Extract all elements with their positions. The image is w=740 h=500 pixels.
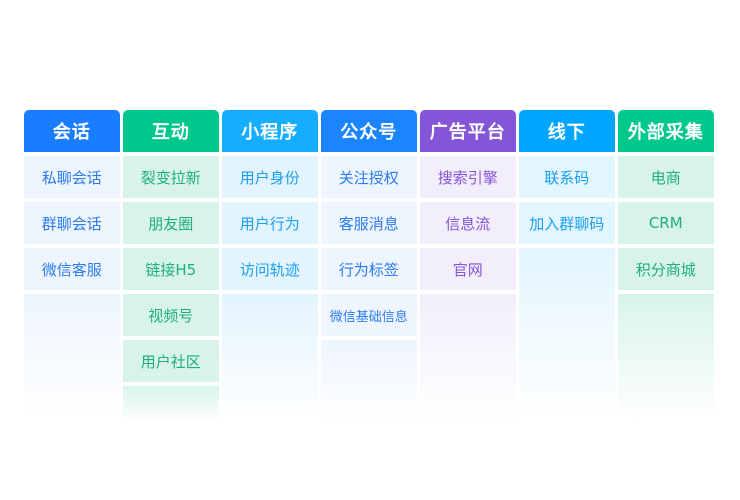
channel-column: 小程序 用户身份 用户行为 访问轨迹 [222,110,318,422]
channel-item: 链接H5 [123,248,219,290]
channel-board: 会话 私聊会话 群聊会话 微信客服 互动 裂变拉新 朋友圈 链接H5 视频号 用户社区 小程序 用户身… [24,110,714,422]
column-header: 广告平台 [420,110,516,152]
channel-item: 微信基础信息 [321,294,417,336]
channel-column: 公众号 关注授权 客服消息 行为标签 微信基础信息 [321,110,417,422]
channel-item: 用户社区 [123,340,219,382]
channel-item: 官网 [420,248,516,290]
channel-item: 群聊会话 [24,202,120,244]
channel-item: 用户行为 [222,202,318,244]
column-fade [420,294,516,422]
channel-column: 外部采集 电商 CRM 积分商城 [618,110,714,422]
channel-item: 联系码 [519,156,615,198]
channel-item: 裂变拉新 [123,156,219,198]
channel-item: CRM [618,202,714,244]
channel-item: 朋友圈 [123,202,219,244]
channel-column: 广告平台 搜索引擎 信息流 官网 [420,110,516,422]
channel-item: 行为标签 [321,248,417,290]
column-header: 互动 [123,110,219,152]
channel-item: 搜索引擎 [420,156,516,198]
column-header: 小程序 [222,110,318,152]
channel-item: 视频号 [123,294,219,336]
channel-item: 加入群聊码 [519,202,615,244]
column-fade [618,294,714,422]
channel-column: 互动 裂变拉新 朋友圈 链接H5 视频号 用户社区 [123,110,219,422]
channel-item: 关注授权 [321,156,417,198]
column-header: 线下 [519,110,615,152]
channel-item: 积分商城 [618,248,714,290]
channel-item: 信息流 [420,202,516,244]
channel-column: 线下 联系码 加入群聊码 [519,110,615,422]
column-fade [321,340,417,422]
channel-item: 访问轨迹 [222,248,318,290]
column-fade [24,294,120,422]
column-header: 外部采集 [618,110,714,152]
column-fade [123,386,219,422]
channel-item: 微信客服 [24,248,120,290]
channel-item: 用户身份 [222,156,318,198]
column-fade [222,294,318,422]
channel-item: 私聊会话 [24,156,120,198]
column-header: 会话 [24,110,120,152]
channel-column: 会话 私聊会话 群聊会话 微信客服 [24,110,120,422]
column-header: 公众号 [321,110,417,152]
channel-item: 客服消息 [321,202,417,244]
channel-item: 电商 [618,156,714,198]
column-fade [519,248,615,422]
